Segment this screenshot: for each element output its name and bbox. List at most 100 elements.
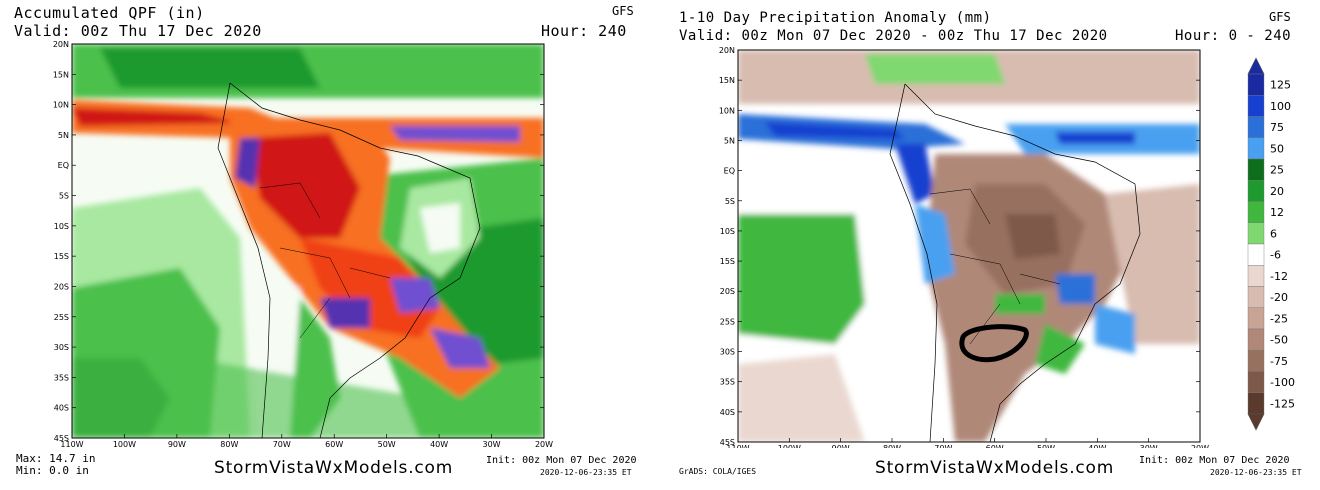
lat-label: 40S — [720, 408, 735, 417]
lat-label: 15S — [54, 252, 69, 261]
anomaly-stamp: 2020-12-06-23:35 ET — [1210, 468, 1302, 477]
lon-label: 70W — [934, 444, 952, 448]
qpf-init-time: Init: 00z Mon 07 Dec 2020 — [486, 455, 637, 466]
anomaly-model-label: GFS — [1269, 10, 1291, 24]
anomaly-panel: 1-10 Day Precipitation Anomaly (mm) GFS … — [665, 0, 1320, 490]
lat-label: 30S — [720, 348, 735, 357]
colorbar-label: -75 — [1270, 355, 1288, 368]
lon-label: 110W — [60, 440, 83, 448]
colorbar-cap-bottom — [1247, 413, 1265, 431]
qpf-model-label: GFS — [612, 4, 634, 18]
colorbar-swatch — [1247, 286, 1265, 308]
qpf-hour: Hour: 240 — [541, 22, 627, 40]
colorbar-label: 6 — [1270, 227, 1277, 240]
colorbar-swatch — [1247, 137, 1265, 160]
colorbar-cap-top — [1247, 57, 1265, 75]
lat-label: 15S — [720, 257, 735, 266]
colorbar-label: 50 — [1270, 142, 1284, 155]
qpf-min-value: Min: 0.0 in — [16, 464, 89, 477]
lon-label: 50W — [1037, 444, 1055, 448]
lat-label: 5N — [724, 136, 735, 145]
lat-label: 10N — [53, 101, 69, 110]
lon-label: 90W — [168, 440, 186, 448]
lat-label: 40S — [54, 404, 69, 413]
lat-label: 10S — [54, 222, 69, 231]
colorbar-swatch — [1247, 73, 1265, 96]
anomaly-title: 1-10 Day Precipitation Anomaly (mm) — [679, 10, 992, 26]
lat-label: 35S — [720, 378, 735, 387]
lat-label: EQ — [58, 161, 69, 170]
colorbar-label: 100 — [1270, 100, 1291, 113]
colorbar-swatch — [1247, 307, 1265, 330]
lon-label: 60W — [325, 440, 343, 448]
anomaly-site-watermark: StormVistaWxModels.com — [875, 458, 1115, 478]
colorbar-swatch — [1247, 350, 1265, 372]
colorbar-label: 125 — [1270, 79, 1291, 92]
colorbar-swatch — [1247, 328, 1265, 351]
colorbar-swatch — [1247, 158, 1265, 181]
qpf-max-value: Max: 14.7 in — [16, 452, 96, 465]
colorbar-swatch — [1247, 180, 1265, 202]
lat-label: 45S — [720, 438, 735, 447]
colorbar-label: -125 — [1270, 397, 1295, 410]
lon-label: 80W — [220, 440, 238, 448]
colorbar-label: -6 — [1270, 249, 1281, 262]
lat-label: 20S — [720, 287, 735, 296]
qpf-site-watermark: StormVistaWxModels.com — [214, 458, 454, 478]
lat-label: 35S — [54, 373, 69, 382]
qpf-map: 20N15N10N5NEQ5S10S15S20S25S30S35S40S45S1… — [53, 40, 553, 448]
colorbar-label: 25 — [1270, 164, 1284, 177]
lon-label: 60W — [986, 444, 1004, 448]
lon-label: 70W — [273, 440, 291, 448]
colorbar-label: -12 — [1270, 270, 1288, 283]
anomaly-axis-ticks: 20N15N10N5NEQ5S10S15S20S25S30S35S40S45S1… — [719, 46, 1209, 448]
lon-label: 80W — [883, 444, 901, 448]
anomaly-colorbar: 125 100 75 50 25 20 12 6 -6 -12 -20 -25 -50 -75 -100 -1… — [1247, 57, 1295, 431]
colorbar-swatch — [1247, 265, 1265, 287]
lon-label: 100W — [113, 440, 136, 448]
lon-label: 30W — [483, 440, 501, 448]
lat-label: 30S — [54, 343, 69, 352]
lat-label: 5S — [725, 197, 735, 206]
lat-label: 15N — [719, 76, 735, 85]
lat-label: 45S — [54, 434, 69, 443]
lat-label: 25S — [720, 317, 735, 326]
colorbar-label: 20 — [1270, 185, 1284, 198]
qpf-panel: Accumulated QPF (in) GFS Valid: 00z Thu … — [0, 0, 655, 490]
colorbar-swatch — [1247, 95, 1265, 117]
colorbar-swatch — [1247, 392, 1265, 415]
colorbar-label: -25 — [1270, 312, 1288, 325]
lon-label: 30W — [1140, 444, 1158, 448]
lat-label: 20N — [719, 46, 735, 55]
anomaly-valid-time: Valid: 00z Mon 07 Dec 2020 - 00z Thu 17 … — [679, 28, 1108, 44]
anomaly-hour: Hour: 0 - 240 — [1175, 28, 1292, 44]
colorbar-swatch — [1247, 116, 1265, 138]
colorbar-label: -50 — [1270, 334, 1288, 347]
anomaly-init-time: Init: 00z Mon 07 Dec 2020 — [1139, 455, 1290, 466]
lat-label: EQ — [724, 167, 735, 176]
lon-label: 20W — [1191, 444, 1209, 448]
lon-label: 40W — [1088, 444, 1106, 448]
colorbar-label: 75 — [1270, 121, 1284, 134]
lon-label: 110W — [726, 444, 749, 448]
lon-label: 40W — [430, 440, 448, 448]
colorbar-swatch — [1247, 201, 1265, 223]
lat-label: 15N — [53, 70, 69, 79]
qpf-axis-ticks: 20N15N10N5NEQ5S10S15S20S25S30S35S40S45S1… — [53, 40, 553, 448]
lat-label: 5S — [59, 192, 69, 201]
lon-label: 100W — [778, 444, 801, 448]
lat-label: 10N — [719, 106, 735, 115]
lat-label: 25S — [54, 313, 69, 322]
qpf-valid-time: Valid: 00z Thu 17 Dec 2020 — [14, 22, 262, 40]
colorbar-swatch — [1247, 243, 1265, 266]
lon-label: 50W — [378, 440, 396, 448]
lat-label: 20N — [53, 40, 69, 49]
qpf-title: Accumulated QPF (in) — [14, 4, 205, 22]
colorbar-swatch — [1247, 371, 1265, 393]
highlight-circle-annotation — [959, 324, 1029, 363]
lat-label: 20S — [54, 282, 69, 291]
colorbar-label: -100 — [1270, 376, 1295, 389]
lon-label: 90W — [832, 444, 850, 448]
colorbar-swatch — [1247, 222, 1265, 245]
